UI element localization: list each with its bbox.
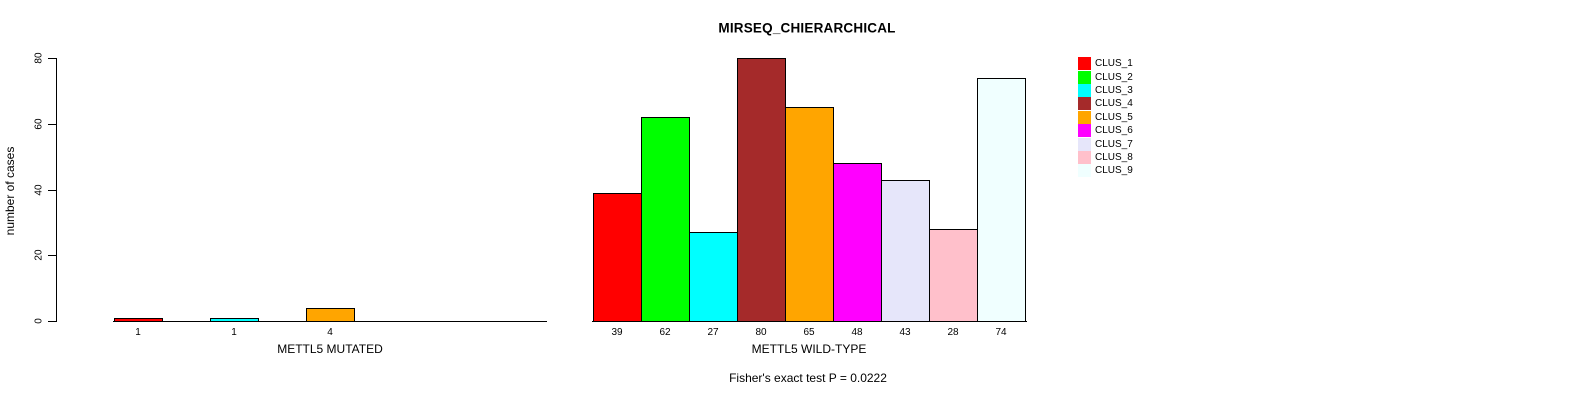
chart-title: MIRSEQ_CHIERARCHICAL: [718, 20, 896, 36]
legend-row: CLUS_3: [1078, 83, 1133, 97]
bar-clus_5: [785, 107, 834, 322]
legend-row: CLUS_5: [1078, 110, 1133, 124]
legend-label: CLUS_6: [1095, 125, 1133, 137]
legend-swatch-clus_6: [1078, 124, 1091, 138]
legend-swatch-clus_4: [1078, 97, 1091, 111]
legend-label: CLUS_5: [1095, 111, 1133, 123]
bar-value-label: 62: [659, 327, 671, 338]
bar-clus_8: [929, 229, 978, 322]
bar-clus_6: [833, 163, 882, 322]
caption-fishers-test: Fisher's exact test P = 0.0222: [729, 371, 887, 385]
y-tick-label: 0: [33, 318, 45, 324]
y-tick: [48, 321, 56, 322]
legend-swatch-clus_2: [1078, 70, 1091, 84]
bar-value-label: 39: [611, 327, 623, 338]
legend-swatch-clus_7: [1078, 137, 1091, 151]
bar-clus_1: [114, 318, 163, 322]
bar-value-label: 65: [803, 327, 815, 338]
legend-label: CLUS_9: [1095, 165, 1133, 177]
legend-row: CLUS_7: [1078, 137, 1133, 151]
bar-clus_5: [306, 308, 355, 322]
legend-swatch-clus_9: [1078, 164, 1091, 178]
bar-value-label: 28: [947, 327, 959, 338]
legend-label: CLUS_2: [1095, 71, 1133, 83]
legend-row: CLUS_2: [1078, 70, 1133, 84]
y-tick-label: 20: [33, 249, 45, 261]
y-tick: [48, 255, 56, 257]
legend-label: CLUS_7: [1095, 138, 1133, 150]
legend-swatch-clus_8: [1078, 150, 1091, 164]
bar-value-label: 80: [755, 327, 767, 338]
legend-label: CLUS_1: [1095, 58, 1133, 70]
bar-value-label: 4: [327, 327, 333, 338]
bar-value-label: 48: [851, 327, 863, 338]
legend-label: CLUS_8: [1095, 151, 1133, 163]
legend-swatch-clus_5: [1078, 110, 1091, 124]
legend-row: CLUS_4: [1078, 97, 1133, 111]
bar-value-label: 74: [995, 327, 1007, 338]
bar-value-label: 43: [899, 327, 911, 338]
bar-clus_4: [737, 58, 786, 322]
y-tick-label: 80: [33, 52, 45, 64]
y-tick-label: 60: [33, 118, 45, 130]
legend-row: CLUS_9: [1078, 164, 1133, 178]
bar-clus_1: [593, 193, 642, 322]
y-tick-label: 40: [33, 183, 45, 196]
legend-label: CLUS_4: [1095, 98, 1133, 110]
legend-swatch-clus_3: [1078, 83, 1091, 97]
y-tick: [48, 58, 56, 59]
y-tick: [48, 123, 56, 125]
y-tick: [48, 189, 56, 191]
legend-label: CLUS_3: [1095, 84, 1133, 96]
legend-row: CLUS_1: [1078, 57, 1133, 71]
legend: CLUS_1 CLUS_2 CLUS_3 CLUS_4 CLUS_5 CLUS_6 CLUS…: [1078, 57, 1133, 178]
bar-value-label: 1: [135, 327, 141, 338]
legend-row: CLUS_8: [1078, 150, 1133, 164]
bar-clus_9: [977, 78, 1026, 322]
bar-clus_7: [881, 180, 930, 322]
bar-clus_3: [210, 318, 259, 322]
bar-value-label: 1: [231, 327, 237, 338]
legend-row: CLUS_6: [1078, 124, 1133, 138]
group-label-wildtype: METTL5 WILD-TYPE: [751, 342, 867, 356]
bar-clus_2: [641, 117, 690, 322]
group-label-mutated: METTL5 MUTATED: [277, 342, 383, 356]
bar-value-label: 27: [707, 327, 719, 338]
bar-clus_3: [689, 232, 738, 322]
y-axis-label: number of cases: [3, 146, 17, 236]
y-axis-line: [56, 58, 57, 322]
legend-swatch-clus_1: [1078, 57, 1091, 71]
